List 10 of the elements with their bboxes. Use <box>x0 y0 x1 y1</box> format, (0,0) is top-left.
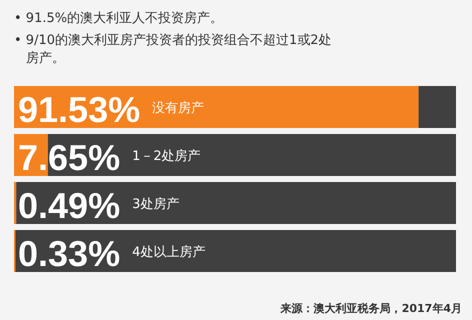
chart-title: • 91.5%的澳大利亚人不投资房产。 <box>14 10 224 26</box>
data-label: 91.53% <box>18 89 140 130</box>
y-tick-label: 没有房产 <box>152 100 204 116</box>
y-tick-label: 4处以上房产 <box>132 244 206 260</box>
chart-subtitle: • 9/10的澳大利亚房产投资者的投资组合不超过1或2处房产。 <box>14 32 332 66</box>
data-label: 0.49% <box>18 185 120 226</box>
y-tick-label: 1－2处房产 <box>132 148 201 164</box>
data-label: 0.33% <box>18 233 120 274</box>
y-tick-label: 3处房产 <box>132 196 180 212</box>
source-note: 来源：澳大利亚税务局，2017年4月 <box>280 302 462 315</box>
